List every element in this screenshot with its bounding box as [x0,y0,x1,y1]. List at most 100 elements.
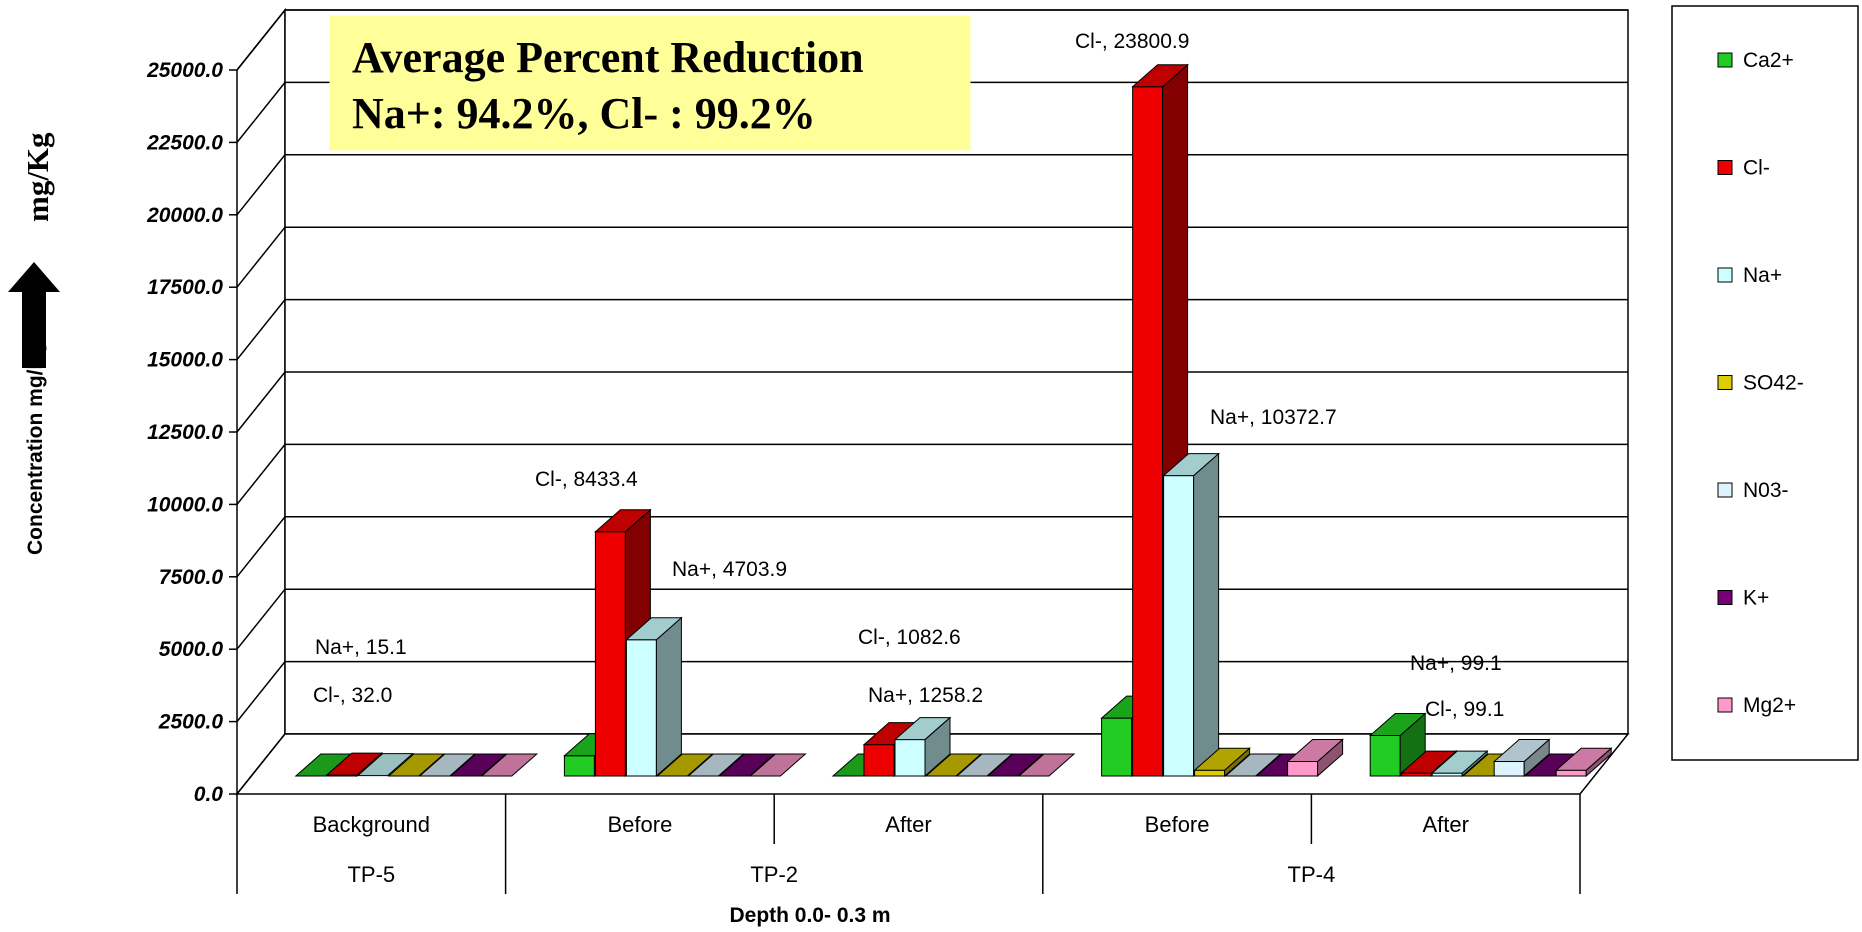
bar-top [449,753,508,777]
group-label: TP-5 [347,862,395,887]
group-label: TP-2 [750,862,798,887]
y-tick-label: 20000.0 [146,204,223,227]
bar [687,753,745,777]
bar-front [1493,761,1525,777]
category-label: After [1422,812,1468,837]
legend-label: Mg2+ [1743,694,1796,717]
legend-item: Cl- [1717,157,1770,180]
bar [955,753,1014,777]
legend-item: Mg2+ [1717,694,1796,717]
y-tick-label: 12500.0 [147,421,223,444]
bar-top [1368,712,1427,736]
y-tick-label: 25000.0 [146,59,223,82]
y-tick-label: 22500.0 [146,131,223,154]
legend: Ca2+ Cl- Na+ SO42- N03- K+ Mg2+ [1671,5,1859,761]
bar-top [418,753,477,777]
bar [1224,753,1282,777]
legend-label: Na+ [1743,264,1782,287]
data-label: Cl-, 8433.4 [535,468,638,491]
bar-top [325,752,384,776]
gridline [236,9,1628,71]
data-label: Na+, 99.1 [1410,652,1502,675]
bar [325,751,384,778]
callout-line-2: Na+: 94.2%, Cl- : 99.2% [352,89,816,138]
bar-top [924,753,983,777]
bar [449,753,508,777]
legend-swatch [1717,697,1733,713]
bar-side [655,616,682,778]
bar [1368,712,1427,778]
legend-item: Ca2+ [1717,49,1794,72]
bar-top [1430,750,1489,774]
legend-swatch [1717,482,1733,498]
callout-box: Average Percent Reduction Na+: 94.2%, Cl… [329,15,971,151]
data-labels: Na+, 15.1 Cl-, 32.0 Cl-, 8433.4 Na+, 4703.9… [313,30,1504,721]
category-label: Before [607,812,672,837]
bar [718,753,776,777]
bars [294,63,1613,778]
legend-label: Ca2+ [1743,49,1794,72]
category-label: Background [313,812,430,837]
bar [418,753,477,777]
bar-side [1193,452,1220,778]
bar [1286,738,1344,778]
bar-top [1193,747,1251,771]
bar-top [893,717,952,741]
bar-top [1131,64,1189,88]
bar-top [1492,739,1551,763]
bar [387,753,446,777]
legend-item: Na+ [1717,264,1782,287]
bar-top [687,753,745,777]
bar-top [656,753,714,777]
bar-top [749,753,807,777]
bar-top [1286,739,1344,763]
bar [1492,738,1551,778]
bar [1017,753,1076,777]
bar-front [625,639,657,777]
y-tick-label: 17500.0 [147,276,223,299]
bar [893,716,952,778]
bar-front [1369,734,1401,777]
bar [625,616,683,778]
data-label: Na+, 15.1 [315,636,407,659]
x-axis-label: Depth 0.0- 0.3 m [729,904,890,927]
bar [749,753,807,777]
y-tick-label: 5000.0 [159,638,224,661]
bar [1193,747,1251,778]
bar [356,753,415,777]
bar [1554,747,1613,778]
data-label: Cl-, 99.1 [1425,698,1504,721]
legend-swatch [1717,590,1733,605]
category-label: After [885,812,931,837]
bar-top [718,753,776,777]
legend-swatch [1717,52,1733,68]
bar [480,753,539,777]
y-tick-label: 10000.0 [147,493,223,516]
bar-top [1224,753,1282,777]
y-tick-label: 2500.0 [158,711,224,734]
y-axis-label: Concentration mg/Kg [24,342,47,556]
data-label: Na+, 10372.7 [1210,406,1337,429]
bar-top [625,617,683,641]
data-label: Cl-, 1082.6 [858,626,961,649]
unit-label: mg/Kg [20,132,55,222]
data-label: Cl-, 32.0 [313,684,392,707]
bar-top [1017,753,1076,777]
bar-top [955,753,1014,777]
bar-top [1554,747,1613,771]
bar-front [563,755,595,777]
y-tick-label: 7500.0 [159,566,224,589]
data-label: Na+, 1258.2 [868,684,983,707]
bar-front [863,744,895,777]
group-label: TP-4 [1288,862,1336,887]
bar-top [356,753,415,777]
data-label: Cl-, 23800.9 [1075,30,1189,53]
legend-swatch [1717,375,1733,390]
legend-label: N03- [1743,479,1789,502]
bar-front [1555,769,1587,777]
data-label: Na+, 4703.9 [672,558,787,581]
bar-top [1399,750,1458,774]
bar-top [594,509,652,533]
